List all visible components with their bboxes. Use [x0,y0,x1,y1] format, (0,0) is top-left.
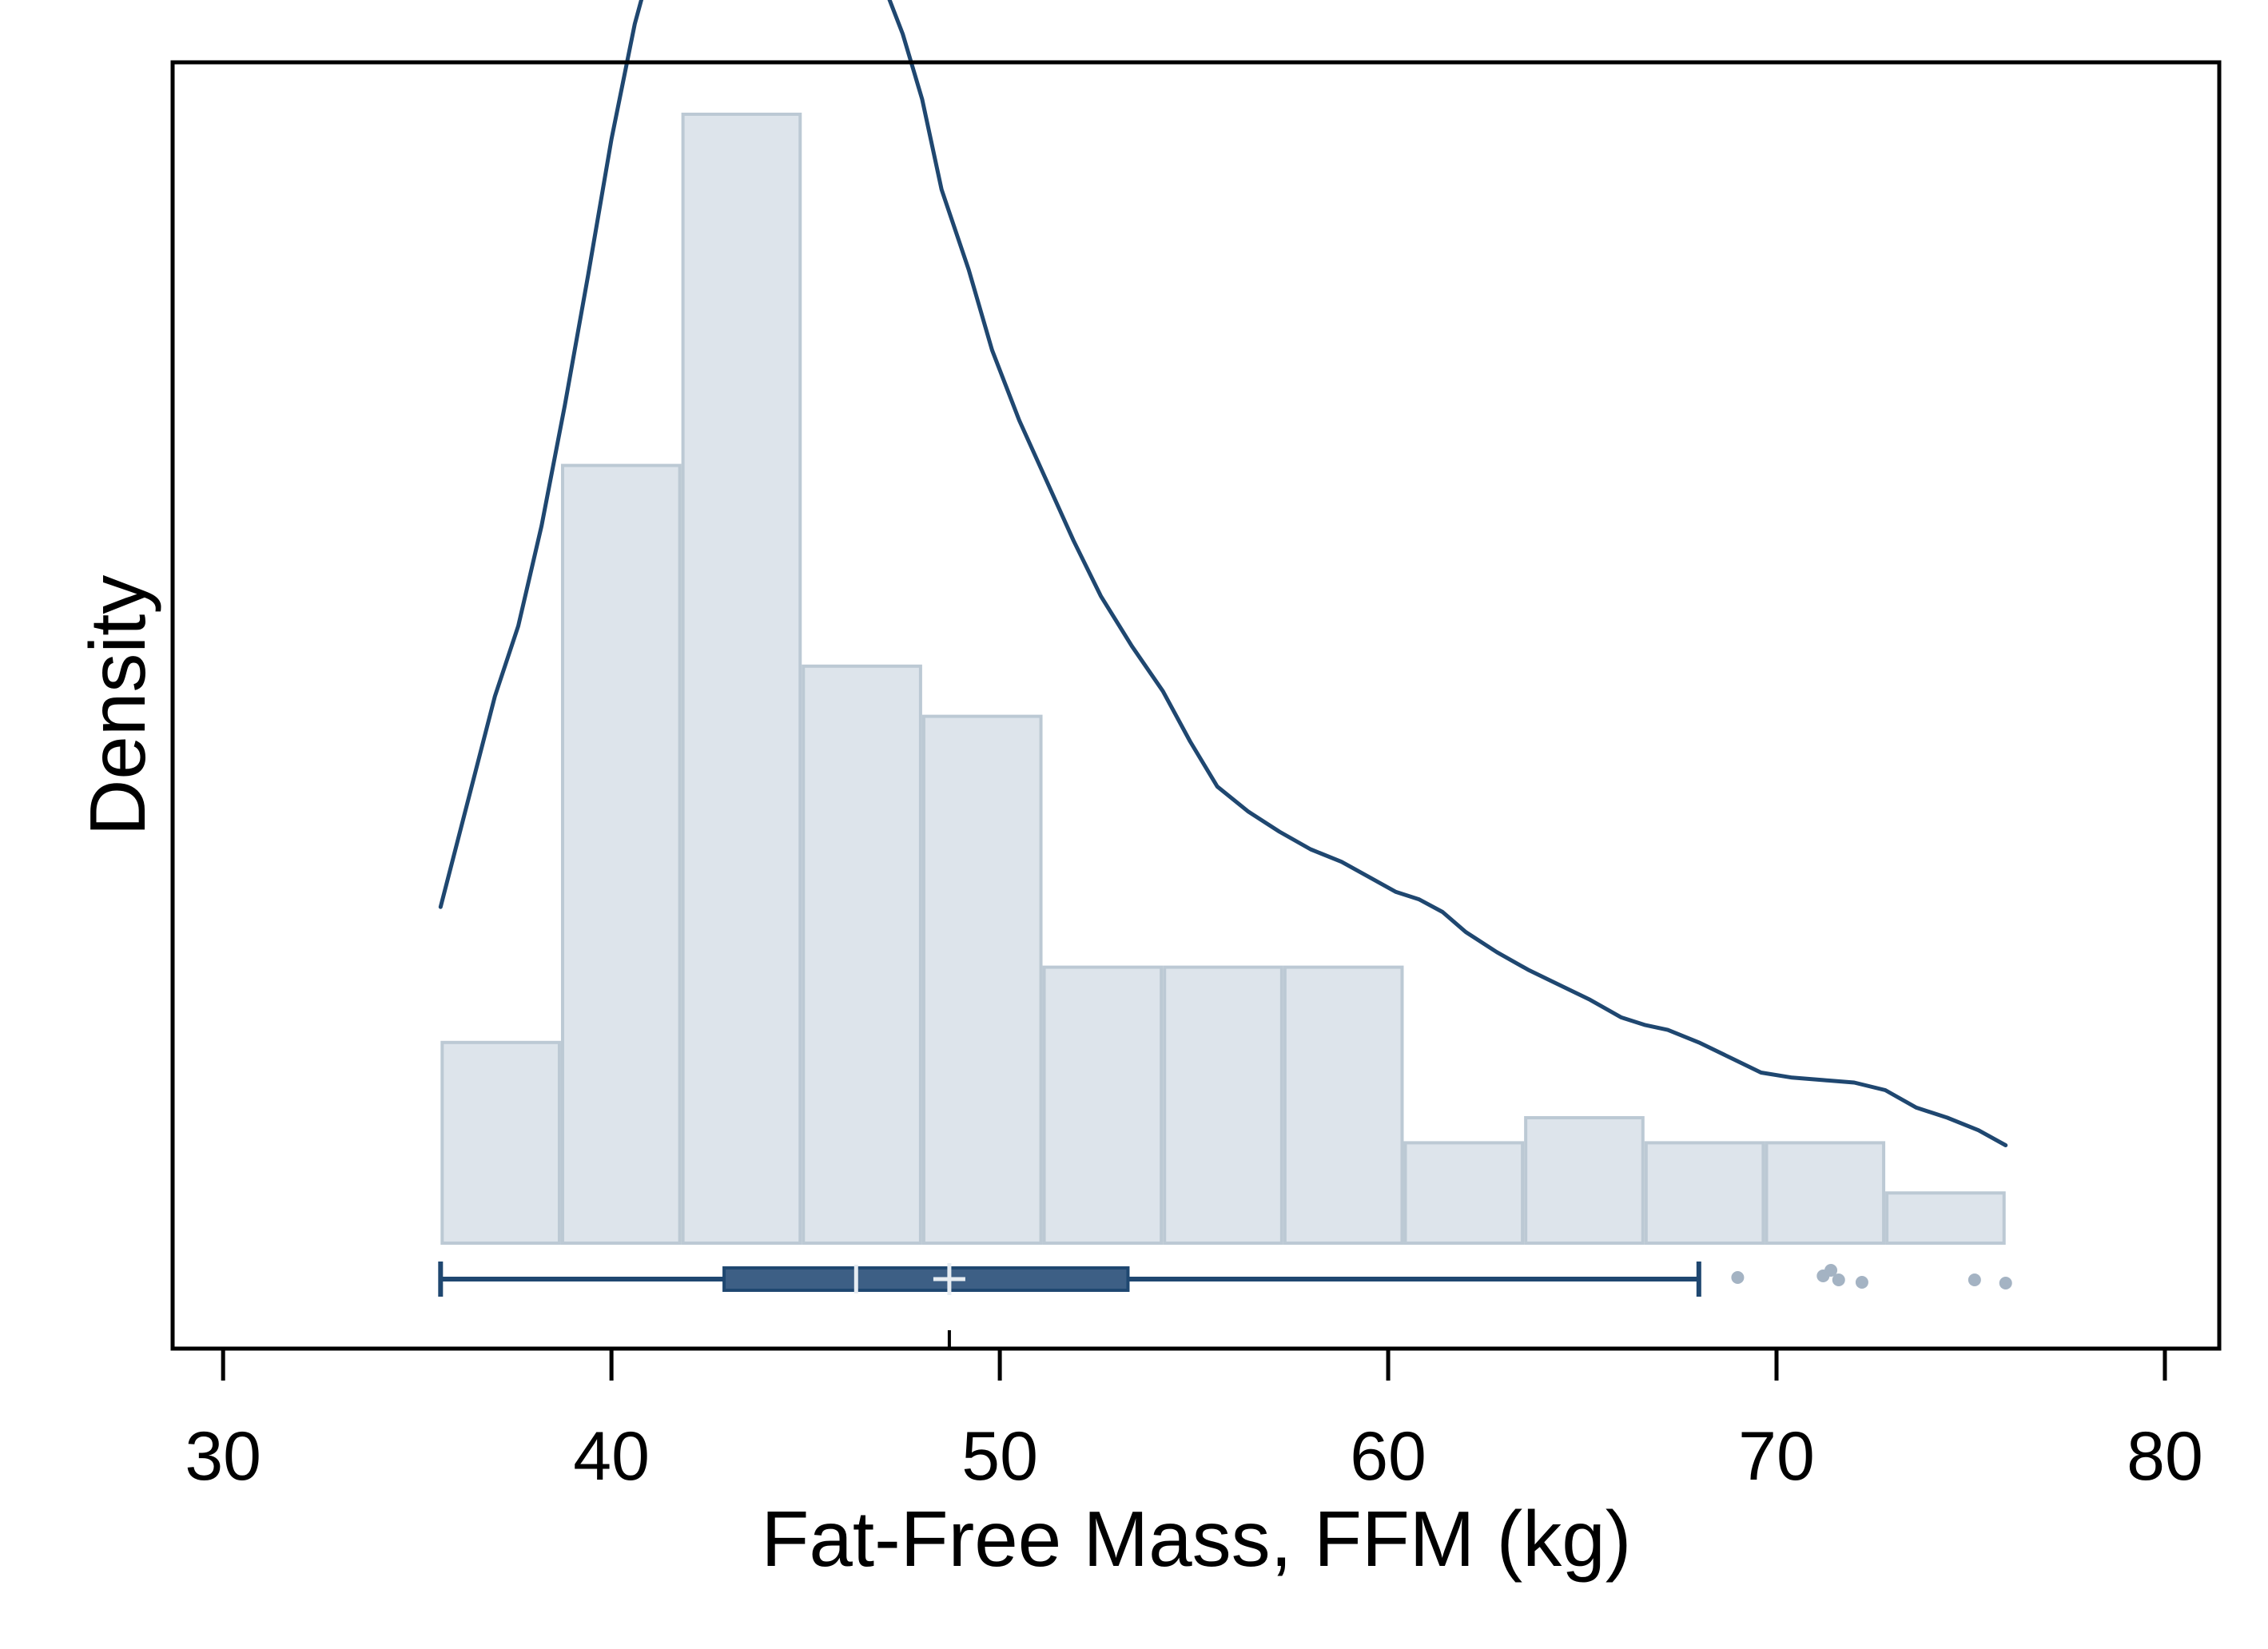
histogram-bar-12 [1885,1191,2006,1245]
y-axis-title: Density [74,575,161,836]
histogram-bar-9 [1524,1116,1645,1245]
boxplot-box [722,1266,1130,1292]
histogram-bar-4 [921,714,1043,1245]
density-curve-group [438,0,2008,1147]
histogram-bar-0 [440,1040,561,1246]
boxplot-outlier-3 [1832,1274,1845,1286]
histogram-bar-7 [1283,965,1404,1245]
x-axis-title: Fat-Free Mass, FFM (kg) [762,1495,1632,1583]
boxplot [438,1262,2012,1349]
histogram-bar-10 [1644,1141,1765,1246]
boxplot-outlier-6 [1999,1277,2012,1289]
x-tick-label-60: 60 [1350,1418,1426,1495]
density-curve [438,0,2008,1147]
x-tick-label-50: 50 [961,1418,1038,1495]
boxplot-outlier-5 [1968,1274,1981,1286]
x-tick-label-40: 40 [573,1418,650,1495]
histogram-bar-1 [560,463,682,1245]
boxplot-outlier-4 [1855,1276,1868,1289]
histogram-bar-11 [1765,1141,1886,1246]
histogram-bar-3 [802,664,922,1245]
x-axis-ticks: 30 40 50 60 70 80 [185,1349,2203,1495]
boxplot-outlier-2 [1824,1264,1838,1277]
boxplot-outlier-0 [1731,1271,1745,1284]
x-tick-label-70: 70 [1738,1418,1815,1495]
x-tick-label-30: 30 [185,1418,261,1495]
histogram-bar-6 [1163,965,1283,1245]
plot-frame [170,60,2222,1351]
histogram-bars [440,113,2006,1246]
histogram-bar-5 [1042,965,1164,1245]
x-tick-label-80: 80 [2127,1418,2203,1495]
histogram-bar-8 [1403,1141,1525,1246]
histogram-bar-2 [681,113,802,1245]
